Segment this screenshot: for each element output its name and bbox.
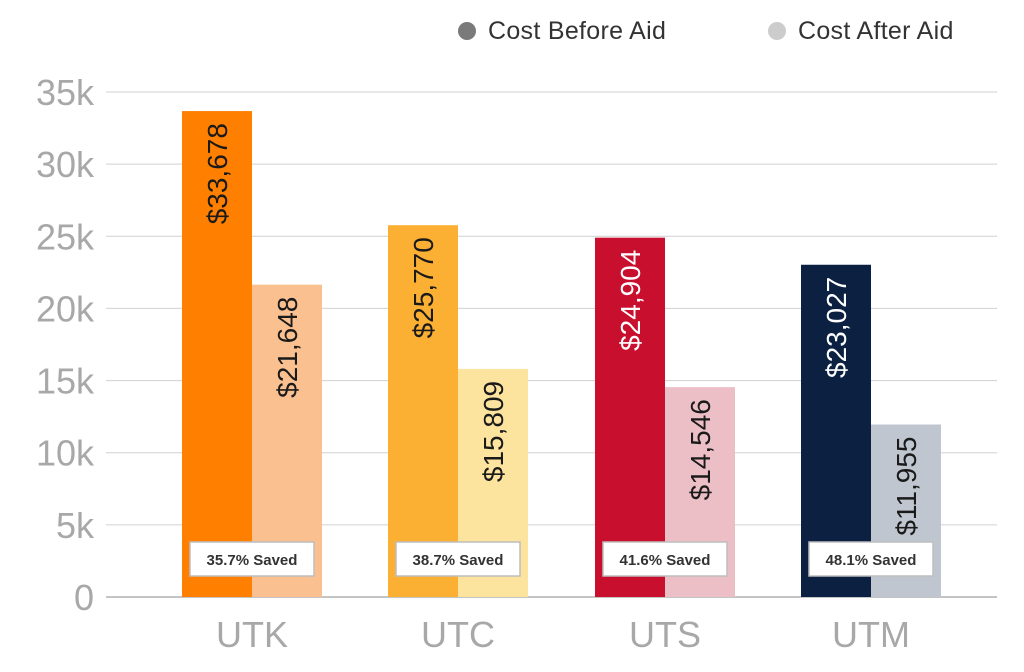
y-tick-label: 0 [74,577,94,618]
legend-label-before: Cost Before Aid [488,16,667,45]
y-tick-label: 5k [56,505,95,546]
y-tick-label: 35k [36,72,95,113]
y-tick-label: 15k [36,361,95,402]
bar-value-label-before: $25,770 [408,237,439,338]
saved-badge-label: 48.1% Saved [826,552,917,569]
saved-badge-label: 35.7% Saved [207,552,298,569]
x-tick-label: UTM [832,614,910,655]
legend-item-after: Cost After Aid [768,14,954,48]
x-tick-label: UTC [421,614,495,655]
saved-badge-label: 38.7% Saved [413,552,504,569]
y-tick-label: 30k [36,144,95,185]
bar-value-label-after: $15,809 [478,381,509,482]
bar-value-label-after: $21,648 [272,297,303,398]
bar-before-aid [182,111,252,597]
bar-value-label-before: $24,904 [615,250,646,351]
x-tick-label: UTK [216,614,288,655]
legend-label-after: Cost After Aid [798,16,954,45]
y-tick-label: 20k [36,288,95,329]
x-tick-label: UTS [629,614,701,655]
legend-dot-after-icon [768,22,786,40]
saved-badge [808,541,934,577]
legend-dot-before-icon [458,22,476,40]
bar-value-label-before: $23,027 [821,277,852,378]
y-tick-label: 10k [36,433,95,474]
bar-before-aid [595,237,665,598]
saved-badge [395,541,521,577]
saved-badge [189,541,315,577]
legend-item-before: Cost Before Aid [458,14,666,48]
bar-before-aid [388,225,458,597]
saved-badge-label: 41.6% Saved [620,552,711,569]
saved-badge [602,541,728,577]
y-tick-label: 25k [36,216,95,257]
bar-value-label-after: $11,955 [891,437,922,536]
bar-value-label-after: $14,546 [685,399,716,500]
bar-value-label-before: $33,678 [202,123,233,224]
